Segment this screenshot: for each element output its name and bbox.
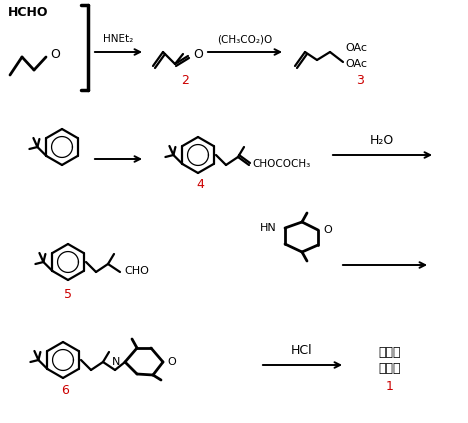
Text: 4: 4 [196,179,204,192]
Text: OAc: OAc [345,43,367,53]
Text: (CH₃CO₂)O: (CH₃CO₂)O [217,34,273,44]
Text: CHO: CHO [124,266,149,276]
Text: H₂O: H₂O [370,134,394,147]
Text: 盐酸阿: 盐酸阿 [379,346,401,360]
Text: O: O [193,47,203,60]
Text: 莫罗芬: 莫罗芬 [379,363,401,376]
Text: N: N [112,357,120,367]
Text: 2: 2 [181,74,189,86]
Text: 6: 6 [61,385,69,398]
Text: OAc: OAc [345,59,367,69]
Text: 3: 3 [356,74,364,86]
Text: HN: HN [260,223,277,233]
Text: O: O [167,357,176,367]
Text: O: O [50,47,60,60]
Text: 5: 5 [64,288,72,300]
Text: 1: 1 [386,381,394,393]
Text: HNEt₂: HNEt₂ [103,34,133,44]
Text: HCHO: HCHO [8,6,49,19]
Text: HCl: HCl [291,344,313,357]
Text: CHOCOCH₃: CHOCOCH₃ [252,159,310,169]
Text: O: O [323,225,332,235]
